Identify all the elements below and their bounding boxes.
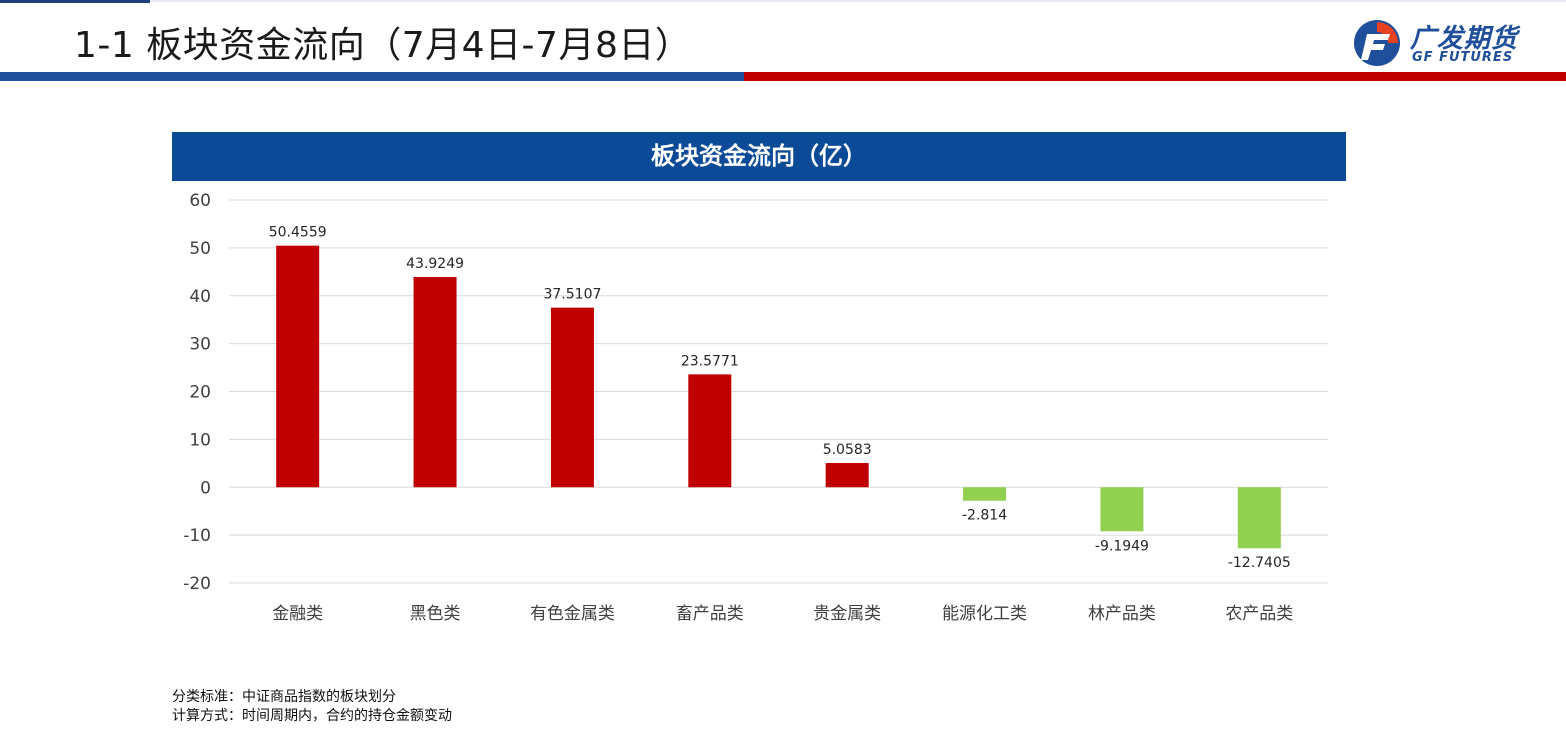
data-label: 37.5107	[543, 287, 601, 303]
gf-logo-icon	[1354, 20, 1400, 66]
category-label: 金融类	[272, 604, 323, 624]
bar	[413, 276, 457, 488]
data-label: -9.1949	[1095, 538, 1149, 554]
y-tick-label: -10	[183, 526, 211, 546]
y-tick-label: 60	[189, 191, 211, 211]
y-tick-label: -20	[183, 574, 211, 594]
title-underline-blue	[0, 72, 744, 81]
chart-title: 板块资金流向（亿）	[172, 132, 1346, 181]
logo-chinese-name: 广发期货	[1410, 24, 1519, 54]
category-label: 有色金属类	[530, 604, 615, 624]
logo-english-name: GF FUTURES	[1412, 50, 1514, 65]
category-label: 农产品类	[1225, 604, 1293, 624]
bar	[276, 245, 320, 488]
bar	[688, 374, 732, 488]
bar	[963, 487, 1007, 501]
category-label: 黑色类	[410, 604, 461, 624]
y-tick-label: 10	[189, 430, 211, 450]
y-tick-label: 20	[189, 383, 211, 403]
category-label: 贵金属类	[813, 604, 881, 624]
bar	[1100, 487, 1144, 532]
data-label: 23.5771	[681, 353, 739, 369]
data-label: 5.0583	[823, 442, 872, 458]
data-label: -2.814	[962, 508, 1007, 524]
page-title: 1-1 板块资金流向（7月4日-7月8日）	[74, 25, 692, 66]
top-accent-bar	[0, 0, 150, 3]
category-label: 林产品类	[1088, 604, 1156, 624]
note-classification: 分类标准：中证商品指数的板块划分	[172, 689, 396, 705]
y-tick-label: 30	[189, 335, 211, 355]
title-underline-red	[744, 72, 1566, 81]
top-rule	[0, 0, 1566, 2]
category-label: 能源化工类	[942, 604, 1027, 624]
bar	[1237, 487, 1281, 549]
y-tick-label: 40	[189, 287, 211, 307]
note-calculation: 计算方式：时间周期内，合约的持仓金额变动	[172, 708, 452, 724]
bar	[550, 307, 594, 488]
data-label: 43.9249	[406, 256, 464, 272]
data-label: -12.7405	[1228, 555, 1291, 571]
bar	[825, 463, 869, 488]
y-tick-label: 50	[189, 239, 211, 259]
category-label: 畜产品类	[676, 604, 744, 624]
y-tick-label: 0	[200, 478, 211, 498]
data-label: 50.4559	[269, 225, 327, 241]
footnotes: 分类标准：中证商品指数的板块划分 计算方式：时间周期内，合约的持仓金额变动	[172, 688, 452, 726]
company-logo: 广发期货 GF FUTURES	[1350, 16, 1540, 70]
